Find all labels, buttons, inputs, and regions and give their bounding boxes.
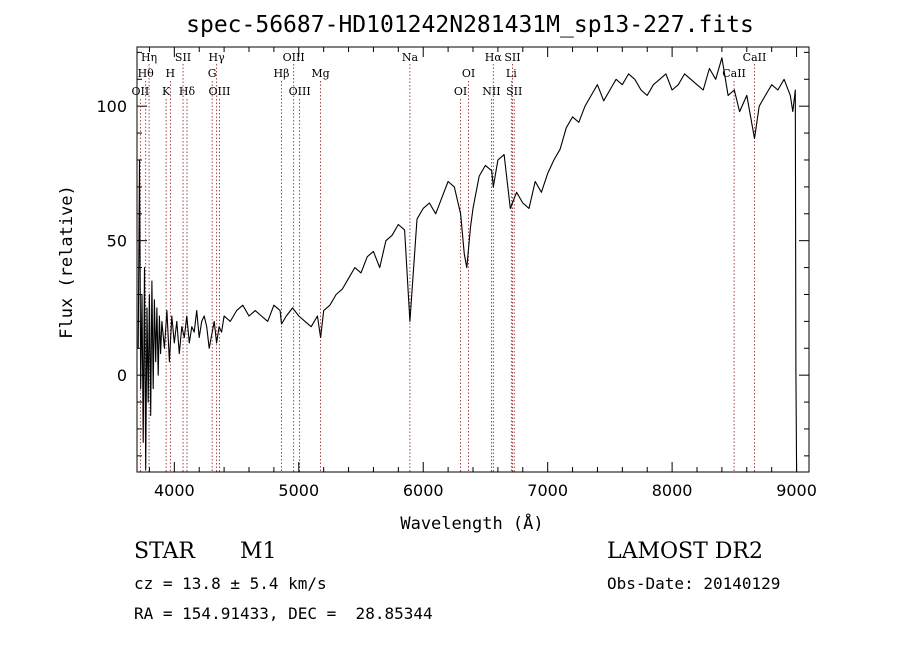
spectral-line-label: Na [402, 51, 419, 64]
coordinates-text: RA = 154.91433, DEC = 28.85344 [134, 604, 433, 623]
y-tick-label: 50 [107, 232, 127, 251]
chart-title: spec-56687-HD101242N281431M_sp13-227.fit… [186, 12, 754, 38]
spectral-line-label: OIII [208, 85, 230, 98]
x-axis-label: Wavelength (Å) [400, 512, 543, 534]
spectral-line-label: Hγ [209, 51, 226, 64]
spectral-line-label: Hβ [274, 67, 290, 80]
obs-date-text: Obs-Date: 20140129 [607, 574, 781, 593]
spectral-line-label: H [166, 67, 176, 80]
x-tick-label: 6000 [403, 481, 444, 500]
survey-name: LAMOST DR2 [607, 539, 763, 564]
plot-frame [136, 46, 810, 473]
spectral-line-label: G [208, 67, 217, 80]
spectral-line-label: K [162, 85, 171, 98]
spectrum-line [137, 57, 798, 473]
spectral-line-label: Hδ [179, 85, 196, 98]
y-axis-label: Flux (relative) [57, 185, 77, 339]
spectral-line-label: OII [132, 85, 150, 98]
spectral-line-label: OI [454, 85, 467, 98]
spectral-line-label: OI [462, 67, 475, 80]
spectral-line-label: OIII [283, 51, 305, 64]
object-subclass: M1 [240, 539, 277, 564]
spectral-line-label: NII [482, 85, 500, 98]
spectral-line-label: SII [506, 85, 522, 98]
x-tick-label: 8000 [652, 481, 693, 500]
spectral-line-label: Mg [311, 67, 329, 80]
spectral-line-label: Li [506, 67, 517, 80]
plot-area: 4000 5000 6000 7000 8000 9000050100OIIHθHηKHS… [96, 46, 817, 500]
spectral-line-label: CaII [743, 51, 767, 64]
x-tick-label: 9000 [776, 481, 817, 500]
y-tick-label: 100 [96, 97, 127, 116]
spectral-line-label: Hα [485, 51, 503, 64]
object-class: STAR [134, 539, 195, 564]
spectral-line-label: Hθ [138, 67, 155, 80]
x-tick-label: 4000 [154, 481, 195, 500]
y-tick-label: 0 [117, 366, 127, 385]
spectral-line-label: CaII [722, 67, 746, 80]
spectral-line-label: Hη [141, 51, 157, 64]
x-tick-label: 7000 [527, 481, 568, 500]
redshift-text: cz = 13.8 ± 5.4 km/s [134, 574, 327, 593]
spectral-line-label: SII [504, 51, 520, 64]
x-tick-label: 5000 [278, 481, 319, 500]
spectral-line-label: SII [175, 51, 191, 64]
spectral-line-label: OIII [289, 85, 311, 98]
